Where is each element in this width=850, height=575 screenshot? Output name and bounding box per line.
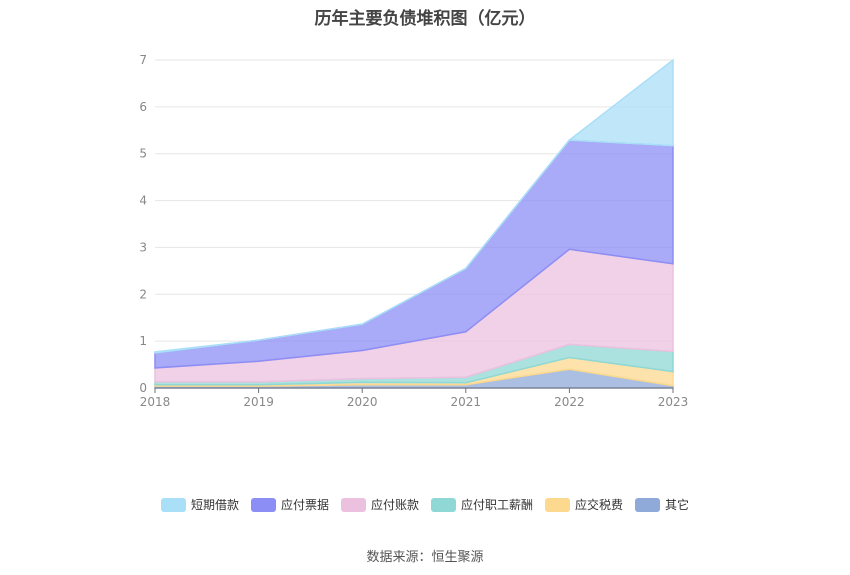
y-tick-label: 6 bbox=[139, 100, 147, 114]
x-tick-label: 2022 bbox=[554, 395, 585, 409]
legend-label: 应付票据 bbox=[280, 498, 329, 512]
legend-swatch bbox=[250, 497, 276, 512]
y-tick-label: 4 bbox=[139, 194, 147, 208]
x-tick-label: 2018 bbox=[140, 395, 171, 409]
x-tick-label: 2021 bbox=[451, 395, 482, 409]
legend-swatch bbox=[545, 497, 571, 512]
x-tick-label: 2019 bbox=[243, 395, 274, 409]
legend-label: 应付账款 bbox=[370, 498, 419, 512]
y-tick-label: 5 bbox=[139, 147, 147, 161]
area-series bbox=[154, 58, 674, 389]
legend-item-3[interactable]: 应付账款 bbox=[340, 496, 419, 513]
legend-item-0[interactable]: 其它 bbox=[635, 496, 689, 513]
y-tick-label: 2 bbox=[139, 287, 147, 301]
legend-label: 短期借款 bbox=[190, 498, 239, 512]
legend: 短期借款 应付票据 应付账款 应付职工薪酬 应交税费 其它 bbox=[0, 496, 850, 513]
legend-swatch bbox=[340, 497, 366, 512]
legend-item-5[interactable]: 短期借款 bbox=[160, 496, 239, 513]
legend-label: 其它 bbox=[665, 498, 690, 512]
y-tick-label: 0 bbox=[139, 381, 147, 395]
axes: 0 1 2 3 4 5 6 7 2018 2019 2020 2021 2022 2023 bbox=[139, 53, 688, 409]
chart-title: 历年主要负债堆积图（亿元） bbox=[314, 9, 536, 29]
legend-swatch bbox=[431, 497, 456, 512]
legend-item-4[interactable]: 应付票据 bbox=[250, 496, 329, 513]
legend-swatch bbox=[635, 497, 661, 512]
legend-swatch bbox=[160, 497, 186, 512]
legend-label: 应付职工薪酬 bbox=[461, 498, 534, 512]
y-tick-label: 7 bbox=[139, 53, 147, 67]
y-tick-label: 3 bbox=[139, 240, 147, 254]
legend-item-1[interactable]: 应交税费 bbox=[545, 496, 623, 513]
x-tick-label: 2020 bbox=[347, 395, 378, 409]
x-tick-label: 2023 bbox=[658, 395, 689, 409]
y-tick-label: 1 bbox=[139, 334, 147, 348]
area-5 bbox=[154, 58, 674, 354]
legend-label: 应交税费 bbox=[575, 498, 624, 512]
legend-item-2[interactable]: 应付职工薪酬 bbox=[431, 496, 533, 513]
source-note: 数据来源：恒生聚源 bbox=[366, 550, 484, 565]
